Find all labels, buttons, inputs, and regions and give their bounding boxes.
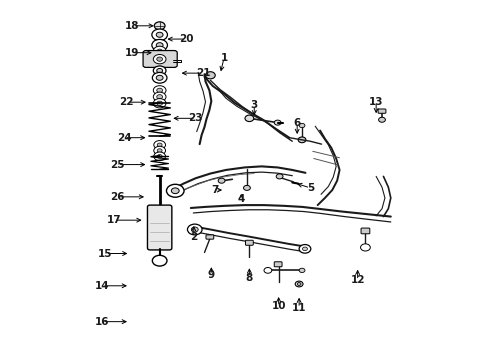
Circle shape: [187, 224, 202, 235]
Text: 22: 22: [119, 97, 134, 107]
Text: 26: 26: [110, 192, 125, 202]
Text: 13: 13: [368, 97, 383, 107]
Circle shape: [153, 99, 165, 108]
Circle shape: [299, 268, 305, 273]
Circle shape: [218, 178, 224, 183]
Circle shape: [264, 267, 271, 273]
Text: 15: 15: [98, 248, 113, 258]
Text: 17: 17: [107, 215, 122, 225]
Circle shape: [360, 244, 369, 251]
FancyBboxPatch shape: [360, 228, 369, 234]
Text: 7: 7: [211, 185, 219, 195]
Circle shape: [154, 152, 165, 161]
FancyBboxPatch shape: [143, 50, 177, 67]
Text: 20: 20: [179, 34, 193, 44]
Circle shape: [243, 185, 250, 190]
Text: 6: 6: [293, 118, 300, 128]
FancyBboxPatch shape: [147, 205, 171, 250]
Text: 9: 9: [207, 270, 214, 280]
Circle shape: [156, 32, 163, 37]
Circle shape: [276, 174, 283, 179]
Text: 1: 1: [220, 53, 227, 63]
Circle shape: [157, 149, 162, 152]
Circle shape: [157, 88, 162, 93]
Text: 10: 10: [271, 301, 285, 311]
Text: 23: 23: [188, 113, 203, 123]
Circle shape: [378, 117, 385, 122]
Text: 19: 19: [125, 48, 139, 58]
Circle shape: [157, 68, 162, 73]
Text: 4: 4: [237, 194, 244, 204]
Circle shape: [157, 49, 162, 53]
Text: 14: 14: [95, 281, 109, 291]
Circle shape: [156, 42, 163, 48]
Circle shape: [298, 137, 305, 143]
Circle shape: [157, 154, 162, 158]
Text: 5: 5: [306, 183, 313, 193]
Text: 8: 8: [245, 273, 252, 283]
Text: 11: 11: [291, 303, 306, 313]
Circle shape: [299, 123, 305, 128]
Text: 2: 2: [190, 232, 197, 242]
Circle shape: [152, 255, 166, 266]
Circle shape: [171, 188, 179, 194]
Circle shape: [152, 29, 167, 41]
Circle shape: [153, 66, 165, 75]
Text: 16: 16: [95, 317, 109, 327]
Circle shape: [154, 146, 165, 155]
FancyBboxPatch shape: [274, 262, 282, 267]
Circle shape: [154, 140, 165, 149]
Text: 24: 24: [117, 133, 131, 143]
FancyBboxPatch shape: [245, 240, 253, 245]
Circle shape: [157, 143, 162, 147]
Circle shape: [295, 281, 303, 287]
Circle shape: [153, 54, 165, 64]
Circle shape: [191, 227, 198, 232]
Circle shape: [244, 115, 253, 122]
Text: 25: 25: [110, 159, 125, 170]
Circle shape: [154, 22, 164, 30]
Text: 18: 18: [125, 21, 139, 31]
Circle shape: [274, 120, 281, 125]
Circle shape: [153, 86, 165, 95]
Circle shape: [302, 247, 307, 251]
Circle shape: [153, 46, 165, 55]
Circle shape: [157, 57, 162, 61]
Circle shape: [157, 101, 162, 105]
Circle shape: [152, 40, 167, 51]
Circle shape: [153, 92, 165, 102]
Circle shape: [166, 184, 183, 197]
Circle shape: [152, 72, 166, 83]
Text: 12: 12: [350, 275, 364, 285]
Text: 3: 3: [250, 100, 257, 110]
FancyBboxPatch shape: [377, 109, 385, 113]
Circle shape: [299, 244, 310, 253]
FancyBboxPatch shape: [205, 235, 213, 239]
Circle shape: [205, 72, 215, 79]
Circle shape: [157, 95, 162, 99]
Circle shape: [297, 283, 301, 285]
Text: 21: 21: [195, 68, 210, 78]
Circle shape: [156, 75, 163, 80]
